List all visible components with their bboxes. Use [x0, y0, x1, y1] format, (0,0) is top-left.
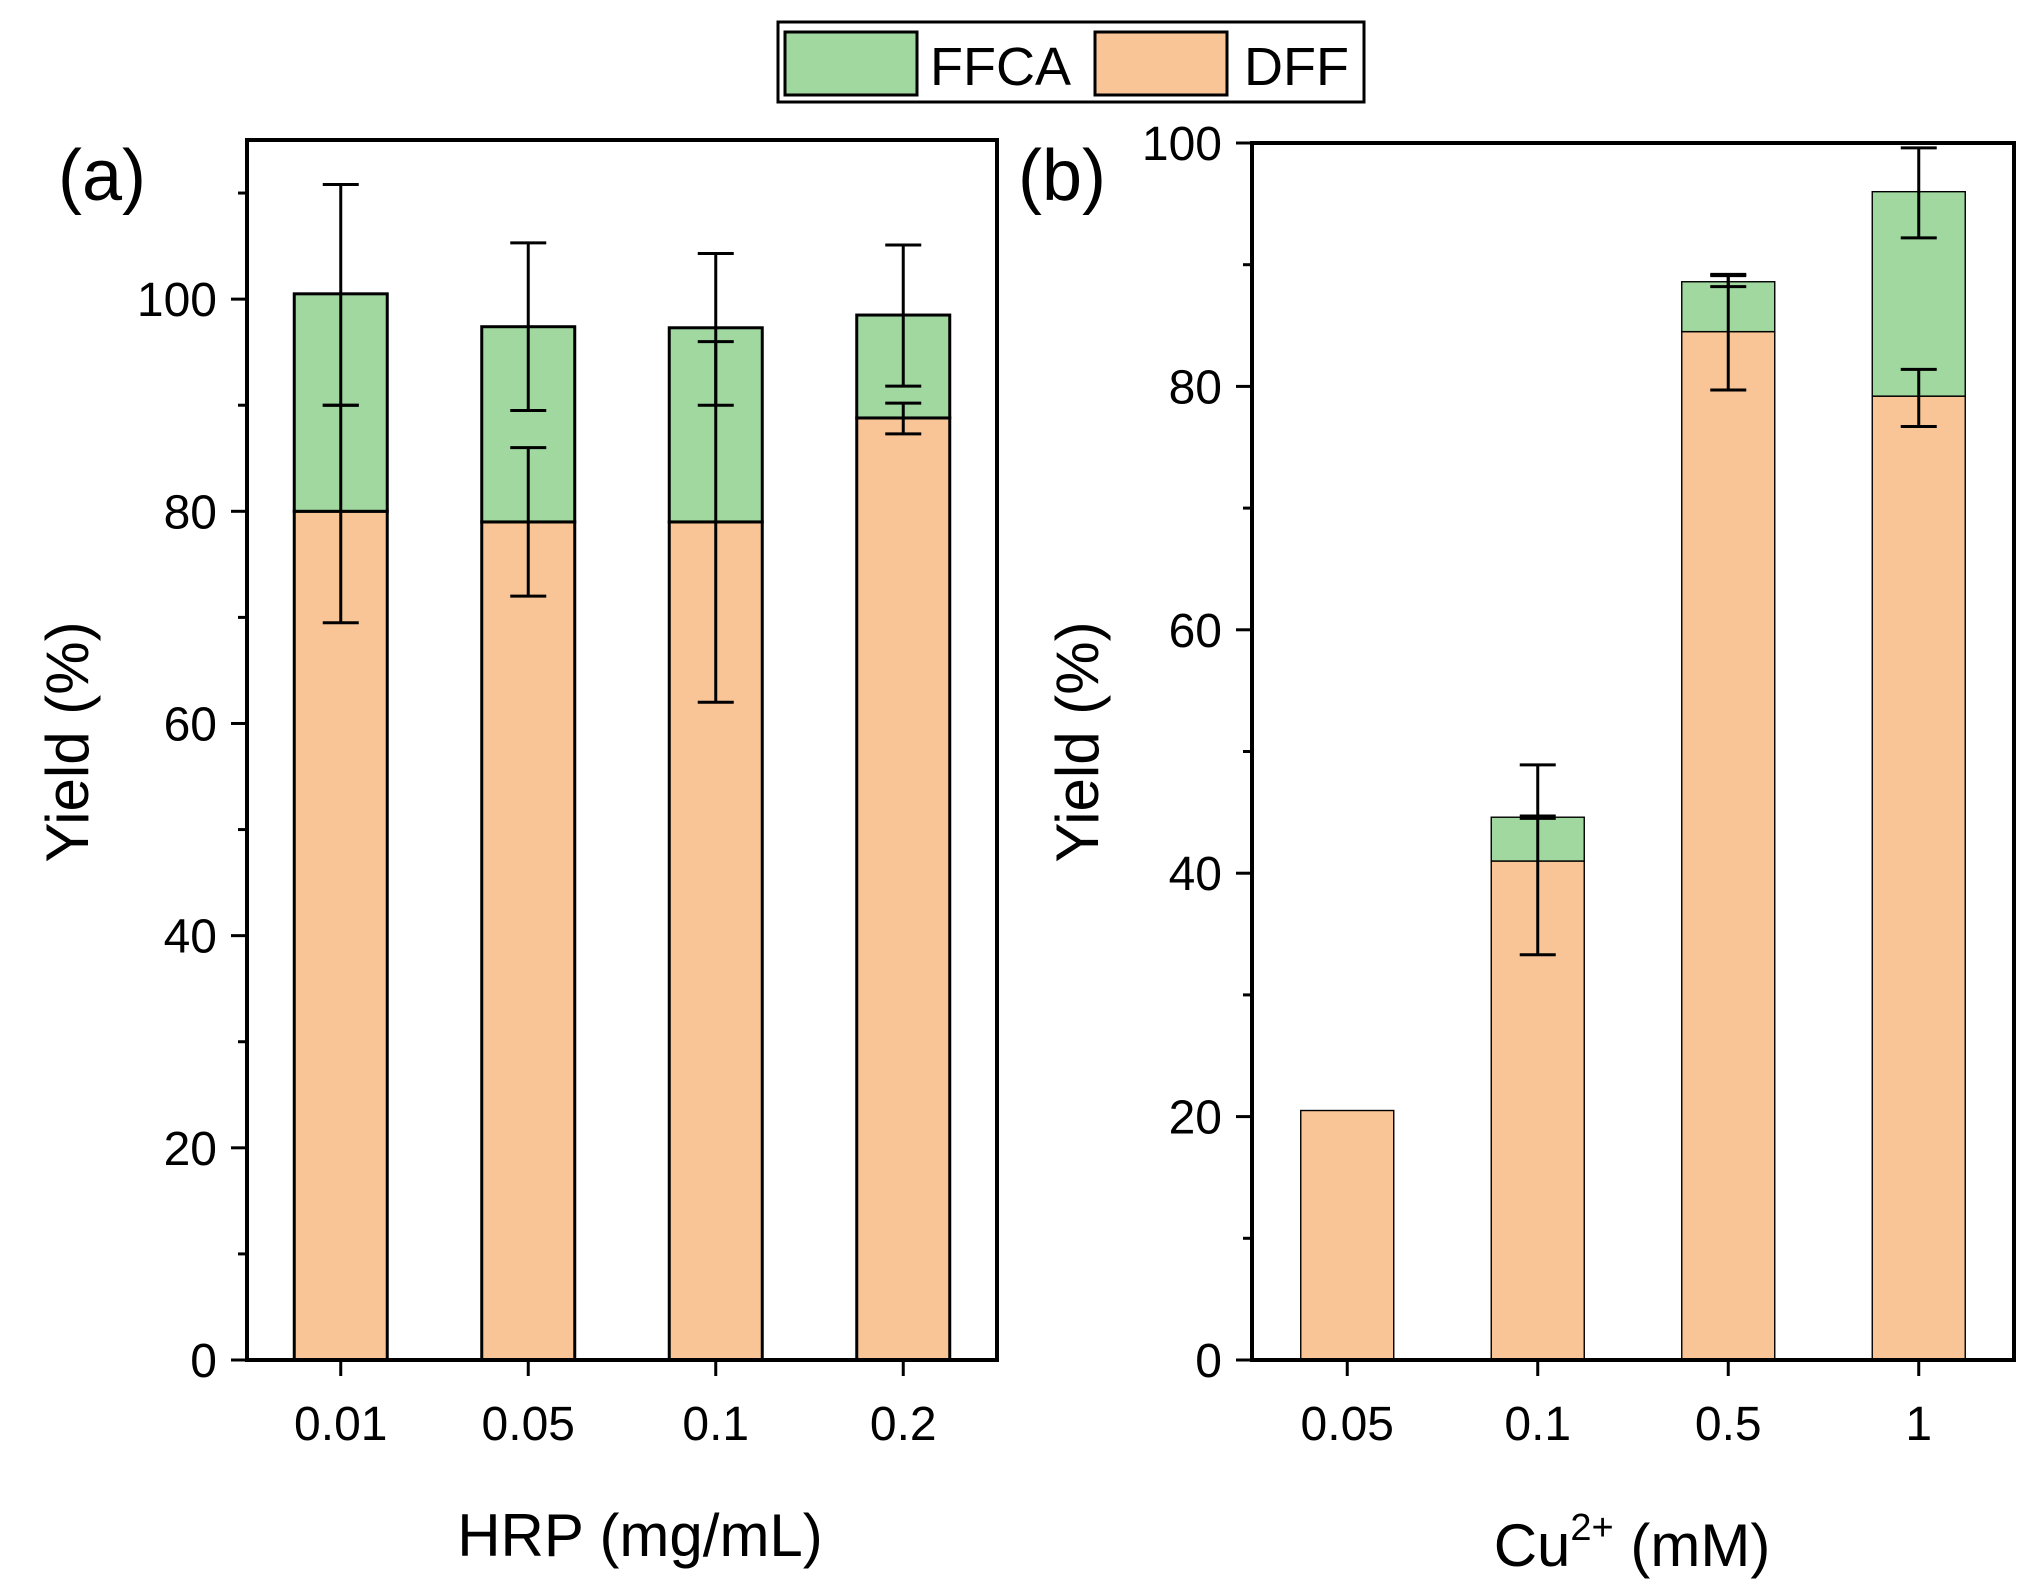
panel-b-xtick-label-0.1: 0.1 [1504, 1398, 1571, 1451]
legend-ffca-label: FFCA [930, 37, 1071, 97]
panel-b-xtick-label-1: 1 [1905, 1398, 1932, 1451]
panel-a-x-title: HRP (mg/mL) [457, 1502, 823, 1569]
panel-b-errorbar-dff-1 [1900, 367, 1937, 429]
panel-b-plot-area: 0 20 40 60 80 100 0.05 0.1 0.5 1 [1142, 118, 2016, 1451]
panel-a-errorbar-ffca-0.1 [697, 252, 734, 407]
panel-a-xtick-label-0.2: 0.2 [870, 1398, 937, 1451]
panel-b-xtick-label-0.5: 0.5 [1695, 1398, 1762, 1451]
legend-dff-swatch [1093, 30, 1229, 97]
panel-b: (b) 0 20 40 60 80 100 0.05 0.1 0.5 1 Cu2+ (mM) Yi… [1018, 118, 2016, 1579]
panel-a-xtick-label-0.05: 0.05 [482, 1398, 575, 1451]
panel-b-errorbar-ffca-1 [1900, 146, 1937, 240]
panel-a-ytick-label-0: 0 [190, 1335, 217, 1388]
panel-b-x-title-main: Cu [1494, 1512, 1571, 1579]
panel-a-errorbar-ffca-0.05 [510, 241, 547, 413]
panel-b-ytick-label-80: 80 [1169, 361, 1222, 414]
panel-a-errorbar-dff-0.05 [510, 446, 547, 598]
panel-a-errorbar-ffca-0.01 [322, 183, 359, 407]
panel-b-bar-dff-0.5 [1681, 330, 1776, 1361]
panel-b-x-title: Cu2+ (mM) [1494, 1507, 1771, 1579]
panel-a-ytick-label-20: 20 [164, 1123, 217, 1176]
panel-b-label: (b) [1018, 136, 1106, 216]
panel-a-label: (a) [58, 136, 146, 216]
panel-a-bar-dff-0.1 [667, 520, 764, 1362]
panel-b-ytick-label-60: 60 [1169, 605, 1222, 658]
panel-a-xtick-label-0.1: 0.1 [682, 1398, 749, 1451]
legend-ffca-swatch [783, 30, 919, 97]
panel-a-bar-dff-0.05 [480, 520, 577, 1362]
legend: FFCA DFF [776, 20, 1366, 104]
panel-b-errorbar-ffca-0.5 [1710, 274, 1747, 289]
panel-a-bar-dff-0.2 [855, 416, 952, 1362]
panel-b-x-title-superscript: 2+ [1570, 1507, 1613, 1549]
panel-b-xtick-label-0.05: 0.05 [1301, 1398, 1394, 1451]
panel-a-ytick-label-100: 100 [137, 274, 217, 327]
panel-b-ytick-label-100: 100 [1142, 118, 1222, 171]
panel-a: (a) 0 20 40 60 80 100 0.01 0.05 0.1 0.2 HRP (mg/m… [34, 136, 999, 1569]
panel-a-ytick-label-80: 80 [164, 486, 217, 539]
panel-b-ytick-label-0: 0 [1195, 1335, 1222, 1388]
panel-b-ytick-label-20: 20 [1169, 1092, 1222, 1145]
panel-b-y-title: Yield (%) [1044, 621, 1111, 862]
panel-a-errorbar-dff-0.2 [885, 401, 922, 436]
panel-a-frame [245, 138, 999, 1362]
panel-b-bar-dff-0.05 [1300, 1109, 1395, 1361]
panel-a-xtick-label-0.01: 0.01 [294, 1398, 387, 1451]
legend-dff-label: DFF [1244, 37, 1349, 97]
panel-a-ytick-label-40: 40 [164, 911, 217, 964]
panel-b-x-title-suffix: (mM) [1614, 1512, 1771, 1579]
panel-a-ytick-label-60: 60 [164, 698, 217, 751]
panel-b-bar-dff-1 [1871, 395, 1966, 1361]
panel-a-errorbar-ffca-0.2 [885, 243, 922, 388]
panel-a-bar-dff-0.01 [292, 509, 389, 1362]
panel-a-y-title: Yield (%) [34, 621, 101, 862]
panel-b-ytick-label-40: 40 [1169, 848, 1222, 901]
panel-a-plot-area: 0 20 40 60 80 100 0.01 0.05 0.1 0.2 [137, 138, 999, 1451]
panel-b-errorbar-ffca-0.1 [1519, 763, 1556, 820]
